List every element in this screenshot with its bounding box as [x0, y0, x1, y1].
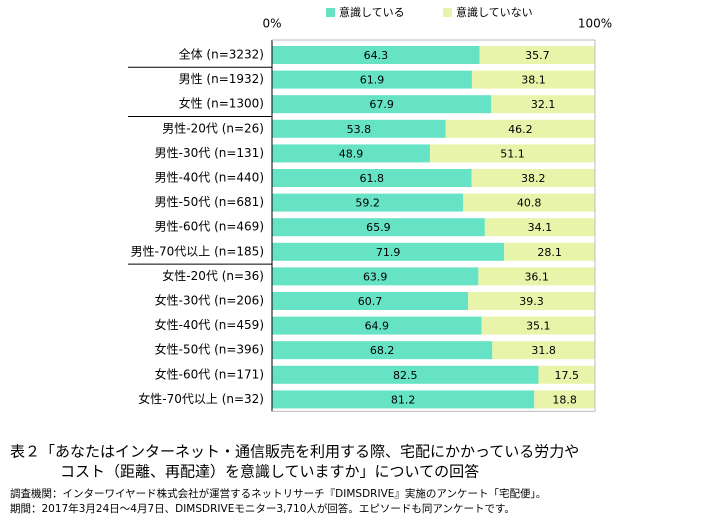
- bar-segment: [484, 218, 595, 237]
- bar-segment: [534, 390, 595, 409]
- category-label: 男性-60代 (n=469): [155, 220, 264, 234]
- value-label: 31.8: [531, 344, 556, 357]
- category-label: 女性-50代 (n=396): [155, 342, 264, 357]
- category-label: 男性-40代 (n=440): [155, 171, 264, 185]
- bar-segment: [272, 70, 472, 89]
- note: 期間：2017年3月24日～4月7日、DIMSDRIVEモニター3,710人が回…: [10, 502, 515, 515]
- value-label: 64.9: [365, 320, 390, 333]
- bar-segment: [492, 341, 595, 360]
- bar-segment: [429, 144, 595, 163]
- bar-segment: [445, 119, 595, 138]
- category-label: 女性-40代 (n=459): [155, 317, 264, 332]
- value-label: 28.1: [537, 246, 562, 259]
- value-label: 40.8: [517, 197, 542, 210]
- bar-segment: [272, 169, 472, 187]
- bar-segment: [272, 193, 464, 212]
- value-label: 61.9: [360, 74, 385, 87]
- value-label: 35.7: [525, 49, 550, 62]
- category-label: 女性-70代以上 (n=32): [138, 391, 264, 406]
- value-label: 18.8: [552, 393, 577, 406]
- bar-segment: [272, 316, 482, 335]
- bar-segment: [478, 267, 595, 286]
- value-label: 68.2: [370, 344, 395, 357]
- bar-segment: [272, 390, 535, 409]
- bar-segment: [272, 292, 469, 310]
- value-label: 38.2: [521, 172, 546, 185]
- bar-segment: [272, 341, 493, 360]
- value-label: 67.9: [369, 98, 394, 111]
- value-label: 82.5: [393, 369, 418, 382]
- bar-segment: [272, 46, 480, 64]
- bar-segment: [272, 119, 446, 138]
- category-label: 女性-30代 (n=206): [155, 293, 264, 308]
- value-label: 65.9: [366, 221, 391, 234]
- bar-segment: [479, 46, 595, 64]
- legend-label: 意識している: [339, 5, 405, 19]
- value-label: 17.5: [554, 369, 579, 382]
- legend-swatch: [326, 8, 335, 17]
- value-label: 60.7: [358, 295, 383, 308]
- value-label: 38.1: [521, 74, 546, 87]
- category-label: 全体 (n=3232): [179, 47, 264, 62]
- legend-swatch: [443, 8, 452, 17]
- category-label: 男性-30代 (n=131): [155, 146, 264, 160]
- legend-label: 意識していない: [456, 5, 533, 19]
- bar-segment: [538, 365, 595, 384]
- bar-segment: [272, 267, 479, 286]
- value-label: 32.1: [531, 98, 556, 111]
- bar-segment: [471, 169, 595, 187]
- bar-segment: [272, 218, 485, 237]
- value-label: 48.9: [339, 147, 364, 160]
- bar-segment: [272, 242, 505, 261]
- value-label: 51.1: [500, 147, 525, 160]
- bar-segment: [272, 95, 492, 114]
- value-label: 35.1: [526, 320, 551, 333]
- category-label: 女性-60代 (n=171): [155, 366, 264, 381]
- category-label: 女性 (n=1300): [179, 96, 264, 111]
- category-label: 男性-70代以上 (n=185): [131, 244, 264, 258]
- value-label: 46.2: [508, 123, 533, 136]
- bar-segment: [463, 193, 595, 212]
- caption-line: 表２「あなたはインターネット・通信販売を利用する際、宅配にかかっている労力や: [10, 443, 579, 461]
- category-label: 男性 (n=1932): [179, 72, 264, 86]
- category-label: 男性-50代 (n=681): [155, 195, 264, 209]
- note: 調査機関：インターワイヤード株式会社が運営するネットリサーチ『DIMSDRIVE…: [10, 487, 546, 500]
- bar-segment: [272, 144, 430, 163]
- value-label: 53.8: [347, 123, 372, 136]
- category-label: 男性-20代 (n=26): [162, 121, 264, 135]
- value-label: 71.9: [376, 246, 401, 259]
- value-label: 63.9: [363, 270, 388, 283]
- value-label: 39.3: [519, 295, 544, 308]
- x-tick-label: 100%: [578, 17, 612, 31]
- bar-segment: [471, 70, 595, 89]
- value-label: 59.2: [355, 197, 380, 210]
- x-tick-label: 0%: [262, 17, 281, 31]
- bar-segment: [491, 95, 595, 114]
- value-label: 61.8: [360, 172, 385, 185]
- bar-segment: [504, 242, 595, 261]
- value-label: 34.1: [528, 221, 553, 234]
- value-label: 81.2: [391, 393, 416, 406]
- bar-segment: [272, 365, 539, 384]
- value-label: 64.3: [364, 49, 389, 62]
- bar-segment: [481, 316, 595, 335]
- value-label: 36.1: [524, 270, 549, 283]
- bar-segment: [468, 292, 595, 310]
- category-label: 女性-20代 (n=36): [162, 268, 264, 283]
- caption-line: コスト（距離、再配達）を意識していますか」についての回答: [60, 463, 479, 481]
